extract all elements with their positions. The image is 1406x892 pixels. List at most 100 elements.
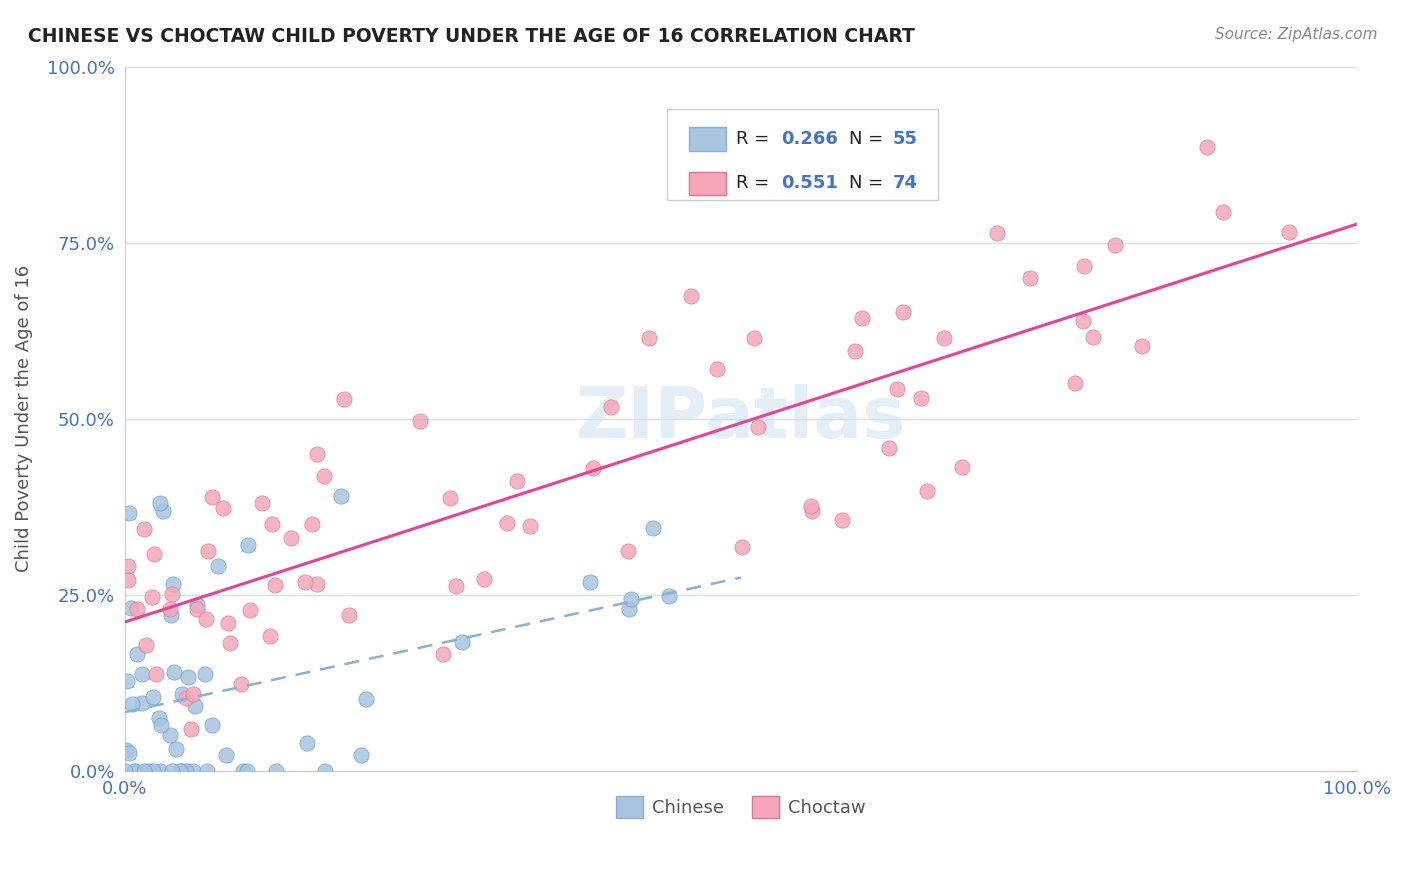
Point <box>264 578 287 592</box>
Point <box>330 490 353 504</box>
Text: Source: ZipAtlas.com: Source: ZipAtlas.com <box>1215 27 1378 42</box>
Point <box>163 665 186 679</box>
Point <box>314 764 336 778</box>
Point <box>519 518 541 533</box>
Point <box>280 531 302 545</box>
Point <box>1197 139 1219 153</box>
Point <box>117 574 139 588</box>
Y-axis label: Child Poverty Under the Age of 16: Child Poverty Under the Age of 16 <box>15 265 32 572</box>
Point <box>229 677 252 691</box>
Text: 55: 55 <box>893 130 917 148</box>
Point <box>195 764 218 778</box>
Point <box>851 310 873 325</box>
Point <box>1073 259 1095 273</box>
Point <box>127 647 149 661</box>
Point <box>124 764 146 778</box>
Point <box>641 521 664 535</box>
Point <box>159 728 181 742</box>
Point <box>152 503 174 517</box>
Point <box>582 460 605 475</box>
Point <box>886 382 908 396</box>
Point <box>239 603 262 617</box>
Point <box>439 491 461 505</box>
Point <box>136 764 159 778</box>
Point <box>800 500 823 514</box>
Point <box>232 764 254 778</box>
Point <box>217 615 239 630</box>
Point <box>305 577 328 591</box>
Text: N =: N = <box>849 130 889 148</box>
Point <box>578 574 600 589</box>
Point <box>844 344 866 359</box>
Point <box>312 469 335 483</box>
Point <box>132 522 155 536</box>
Point <box>162 577 184 591</box>
Point <box>121 697 143 711</box>
Text: R =: R = <box>735 130 775 148</box>
Point <box>1278 225 1301 239</box>
Point <box>117 559 139 574</box>
Point <box>679 289 702 303</box>
Point <box>212 500 235 515</box>
Point <box>950 459 973 474</box>
Point <box>619 592 641 607</box>
FancyBboxPatch shape <box>689 128 725 151</box>
Point <box>986 226 1008 240</box>
Point <box>172 687 194 701</box>
Point <box>877 441 900 455</box>
Point <box>122 764 145 778</box>
Point <box>1071 314 1094 328</box>
Text: CHINESE VS CHOCTAW CHILD POVERTY UNDER THE AGE OF 16 CORRELATION CHART: CHINESE VS CHOCTAW CHILD POVERTY UNDER T… <box>28 27 915 45</box>
Point <box>165 741 187 756</box>
Point <box>800 503 823 517</box>
Point <box>194 612 217 626</box>
Point <box>215 747 238 762</box>
Point <box>638 330 661 344</box>
Point <box>236 538 259 552</box>
Point <box>1083 329 1105 343</box>
Point <box>294 575 316 590</box>
Point <box>307 446 329 460</box>
Point <box>1212 205 1234 219</box>
Legend: Chinese, Choctaw: Chinese, Choctaw <box>609 789 873 825</box>
Point <box>731 540 754 554</box>
Point <box>145 666 167 681</box>
Point <box>160 608 183 623</box>
Point <box>301 517 323 532</box>
Point <box>142 764 165 778</box>
Point <box>159 602 181 616</box>
Point <box>432 647 454 661</box>
Point <box>747 420 769 434</box>
Point <box>295 736 318 750</box>
Point <box>496 516 519 530</box>
Point <box>135 638 157 652</box>
Point <box>219 635 242 649</box>
Text: 0.266: 0.266 <box>782 130 838 148</box>
Point <box>115 673 138 688</box>
Point <box>200 718 222 732</box>
Point <box>149 764 172 778</box>
Point <box>131 667 153 681</box>
Point <box>1018 271 1040 285</box>
Point <box>332 392 354 407</box>
Point <box>339 608 361 623</box>
Point <box>176 670 198 684</box>
Point <box>174 691 197 706</box>
FancyBboxPatch shape <box>689 171 725 195</box>
Point <box>891 304 914 318</box>
Point <box>259 629 281 643</box>
Point <box>472 572 495 586</box>
Text: 0.551: 0.551 <box>782 175 838 193</box>
Point <box>176 764 198 778</box>
Point <box>181 687 204 701</box>
Point <box>356 692 378 706</box>
Point <box>506 474 529 488</box>
Point <box>160 587 183 601</box>
Point <box>114 742 136 756</box>
Point <box>149 718 172 732</box>
Point <box>184 698 207 713</box>
Text: 74: 74 <box>893 175 917 193</box>
Point <box>617 544 640 558</box>
Point <box>142 690 165 705</box>
Point <box>264 764 287 778</box>
